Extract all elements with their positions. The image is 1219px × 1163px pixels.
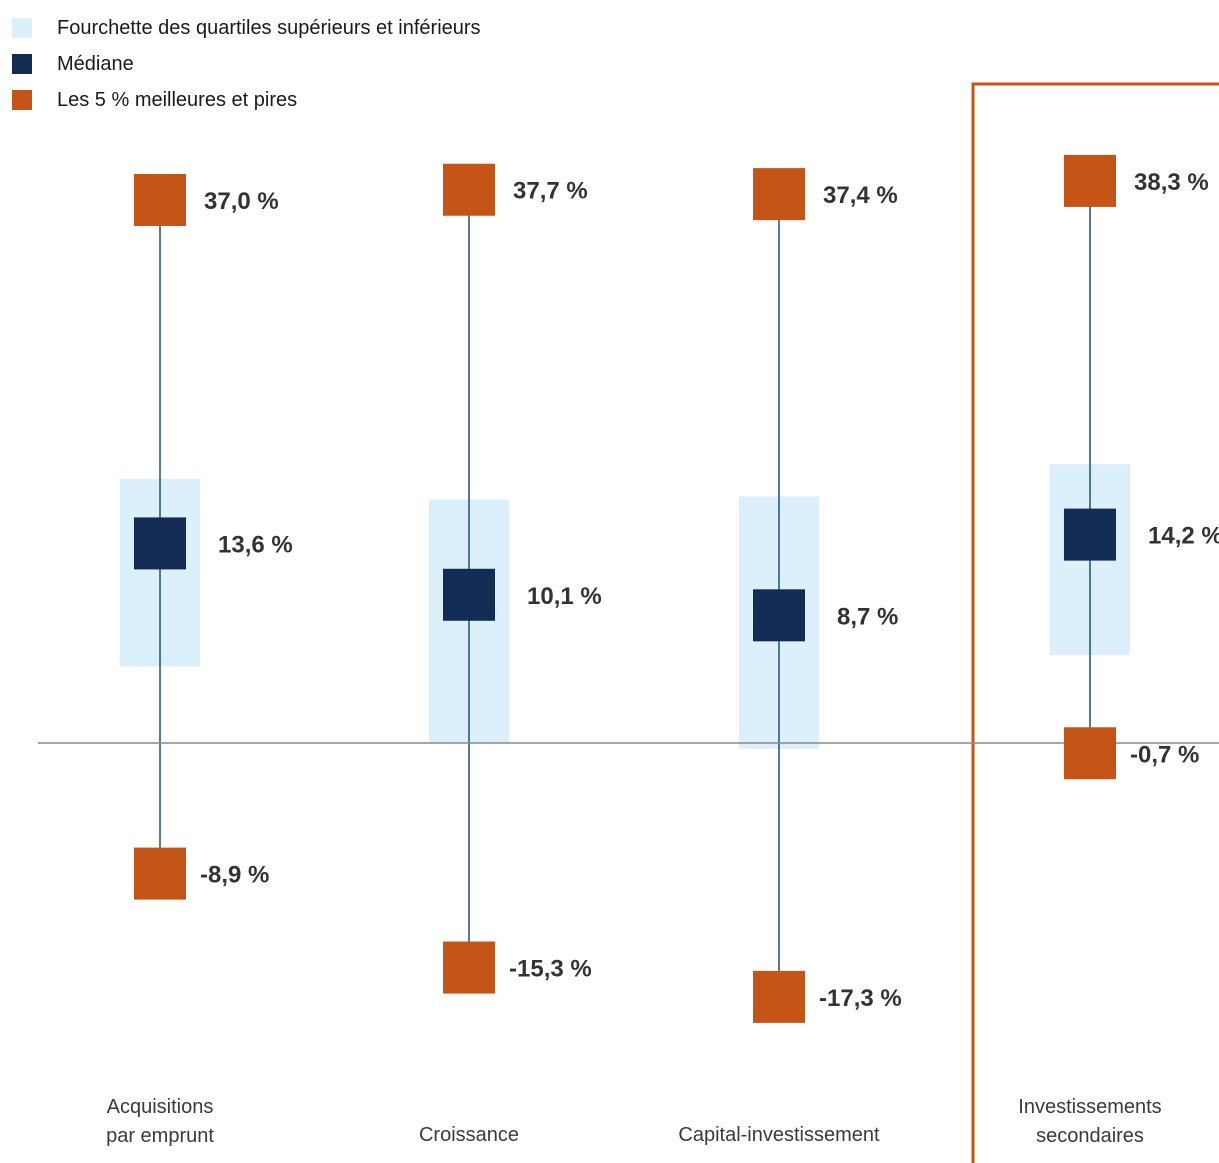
bottom5-label-cat1: -8,9 % xyxy=(200,862,269,889)
legend-item-extremes: Les 5 % meilleures et pires xyxy=(12,82,481,118)
median-marker-cat3 xyxy=(753,589,805,642)
median-label-cat4: 14,2 % xyxy=(1148,523,1219,550)
legend: Fourchette des quartiles supérieurs et i… xyxy=(12,10,481,118)
legend-item-median: Médiane xyxy=(12,46,481,82)
median-marker-cat2 xyxy=(443,568,495,621)
legend-swatch-quartile xyxy=(12,18,32,38)
top5-label-cat1: 37,0 % xyxy=(204,188,279,215)
median-marker-cat4 xyxy=(1064,508,1116,561)
top5-label-cat3: 37,4 % xyxy=(823,182,898,209)
legend-label-median: Médiane xyxy=(57,52,134,75)
median-label-cat3: 8,7 % xyxy=(837,603,898,630)
top5-marker-cat3 xyxy=(753,168,805,221)
category-label-cat4-line1: Investissements xyxy=(1018,1096,1161,1118)
bottom5-marker-cat1 xyxy=(134,847,186,900)
median-label-cat1: 13,6 % xyxy=(218,531,293,558)
bottom5-label-cat4: -0,7 % xyxy=(1130,741,1199,768)
category-label-cat2: Croissance xyxy=(419,1124,519,1146)
top5-marker-cat4 xyxy=(1064,154,1116,207)
category-label-cat1-line2: par emprunt xyxy=(106,1125,214,1147)
category-label-cat4-line2: secondaires xyxy=(1036,1125,1144,1147)
top5-label-cat2: 37,7 % xyxy=(513,178,588,205)
median-marker-cat1 xyxy=(134,517,186,570)
bottom5-label-cat3: -17,3 % xyxy=(819,985,902,1012)
legend-swatch-median xyxy=(12,54,32,74)
bottom5-marker-cat3 xyxy=(753,970,805,1023)
category-label-cat1-line1: Acquisitions xyxy=(107,1096,214,1118)
bottom5-marker-cat2 xyxy=(443,941,495,994)
top5-label-cat4: 38,3 % xyxy=(1134,169,1209,196)
category-label-cat3: Capital-investissement xyxy=(678,1124,880,1146)
bottom5-marker-cat4 xyxy=(1064,727,1116,780)
legend-swatch-extremes xyxy=(12,90,32,110)
top5-marker-cat1 xyxy=(134,174,186,226)
legend-label-quartile: Fourchette des quartiles supérieurs et i… xyxy=(57,16,481,39)
median-label-cat2: 10,1 % xyxy=(527,583,602,610)
top5-marker-cat2 xyxy=(443,163,495,216)
bottom5-label-cat2: -15,3 % xyxy=(509,956,592,983)
legend-item-quartile: Fourchette des quartiles supérieurs et i… xyxy=(12,10,481,46)
legend-label-extremes: Les 5 % meilleures et pires xyxy=(57,88,298,111)
highlight-frame xyxy=(971,82,1219,1163)
